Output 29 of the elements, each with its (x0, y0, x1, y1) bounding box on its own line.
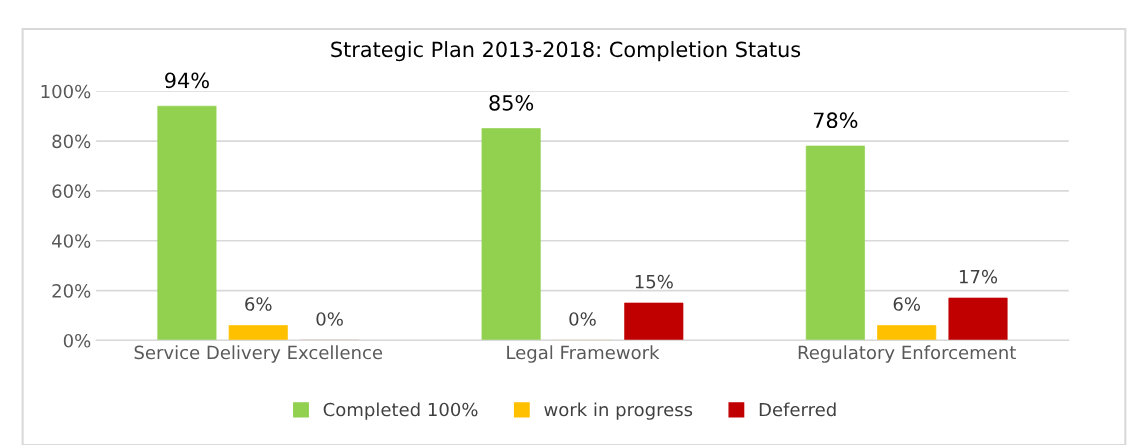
bar (228, 325, 288, 341)
data-label: 6% (245, 297, 272, 311)
data-label: 15% (635, 274, 673, 289)
data-label: 0% (316, 312, 343, 326)
y-tick-label: 0% (63, 333, 91, 348)
chart-title: Strategic Plan 2013-2018: Completion Status (331, 41, 801, 62)
legend-label: Deferred (759, 402, 836, 417)
y-tick-label: 20% (52, 284, 91, 298)
data-label: 85% (489, 94, 534, 111)
bar (624, 302, 684, 341)
bar (948, 297, 1008, 341)
y-tick-label: 60% (52, 184, 91, 199)
bar (481, 128, 541, 341)
y-tick-label: 100% (41, 84, 91, 99)
y-tick-label: 40% (52, 234, 91, 248)
legend-label: work in progress (544, 402, 693, 420)
data-label: 6% (893, 297, 921, 311)
data-label: 17% (959, 269, 998, 284)
y-tick-label: 80% (52, 134, 91, 149)
data-label: 78% (813, 112, 858, 129)
bar (157, 105, 217, 341)
data-label: 0% (569, 312, 596, 326)
data-label: 94% (165, 72, 209, 89)
bar (805, 145, 865, 341)
legend-label: Completed 100% (323, 402, 478, 420)
bar (877, 325, 937, 341)
x-tick-label: Legal Framework (507, 345, 660, 363)
x-tick-label: Regulatory Enforcement (798, 345, 1016, 363)
x-tick-label: Service Delivery Excellence (134, 345, 383, 363)
